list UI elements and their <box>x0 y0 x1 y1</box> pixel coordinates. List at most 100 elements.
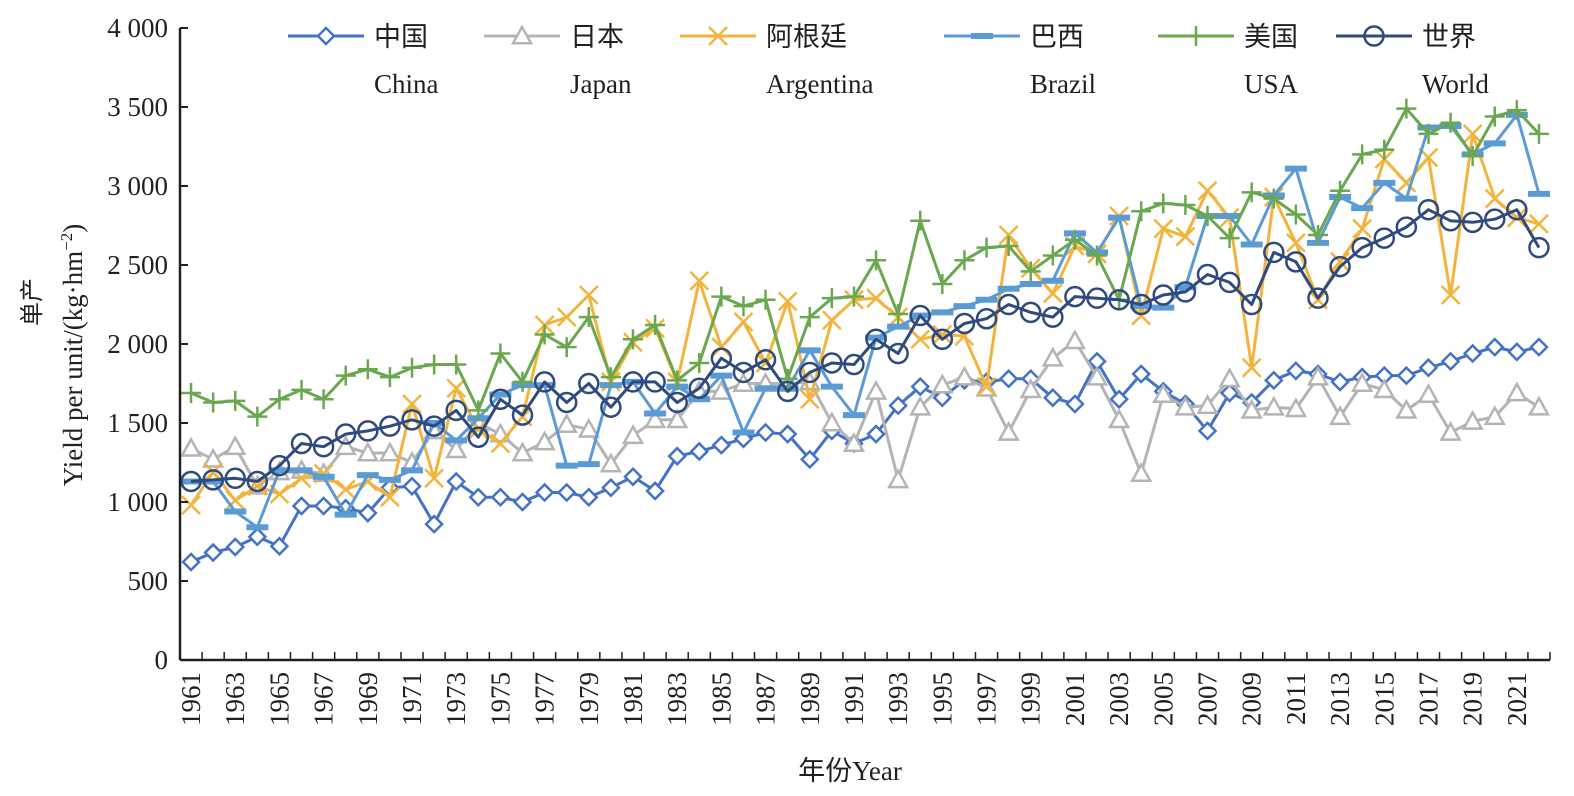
y-tick-label: 3 500 <box>107 92 168 122</box>
data-point-japan <box>997 420 1020 441</box>
data-point-japan <box>1085 365 1109 386</box>
data-point-usa <box>490 343 511 364</box>
data-point-japan <box>1328 405 1352 426</box>
data-point-world <box>246 470 269 493</box>
data-point-japan <box>1174 395 1197 416</box>
data-point-world <box>799 361 821 384</box>
data-point-argentina <box>689 270 710 291</box>
data-point-china <box>1529 337 1549 357</box>
data-point-argentina <box>821 310 842 331</box>
legend-label-en: World <box>1422 69 1489 99</box>
y-tick-label: 2 500 <box>107 250 168 280</box>
data-point-usa <box>291 379 312 400</box>
data-point-japan <box>909 395 932 416</box>
legend-marker-x-icon <box>708 26 728 46</box>
data-point-argentina <box>1484 188 1505 209</box>
series-japan <box>179 329 1551 495</box>
y-ticks: 0 500 1 000 1 500 2 000 2 500 3 000 3 500 4 000 <box>107 13 188 675</box>
data-point-usa <box>556 337 577 358</box>
data-point-argentina <box>490 433 511 454</box>
data-point-usa <box>1131 201 1152 222</box>
data-point-world <box>1461 211 1484 234</box>
data-point-world <box>1042 306 1064 328</box>
data-point-world <box>1373 227 1396 249</box>
data-point-japan <box>1041 346 1064 367</box>
data-point-china <box>799 449 820 470</box>
data-point-world <box>268 454 291 477</box>
data-point-argentina <box>976 376 997 397</box>
data-point-argentina <box>799 389 820 410</box>
data-point-world <box>953 312 976 335</box>
legend-label-cn: 巴西 <box>1030 22 1084 53</box>
data-point-china <box>247 526 268 547</box>
data-point-japan <box>224 435 247 456</box>
data-point-usa <box>954 250 975 271</box>
data-point-usa <box>932 273 953 294</box>
data-point-china <box>225 537 246 557</box>
data-point-usa <box>1528 123 1549 144</box>
data-point-japan <box>1063 329 1087 350</box>
data-point-world <box>1329 255 1351 278</box>
legend-label-en: China <box>374 69 439 99</box>
data-point-china <box>181 552 201 572</box>
data-point-japan <box>1019 378 1042 399</box>
legend-label-cn: 阿根廷 <box>766 22 847 53</box>
data-point-japan <box>202 447 225 468</box>
data-point-china <box>777 424 798 444</box>
data-point-argentina <box>910 329 931 350</box>
data-point-china <box>203 542 223 563</box>
data-point-china <box>1484 337 1505 357</box>
data-point-usa <box>247 406 268 427</box>
data-point-china <box>1396 365 1417 386</box>
data-point-argentina <box>1440 285 1461 305</box>
x-tick-label: 2003 <box>1104 672 1134 726</box>
series-world <box>180 198 1550 493</box>
data-point-world <box>865 328 887 351</box>
data-point-world <box>290 432 313 455</box>
data-point-japan <box>864 379 888 400</box>
data-point-argentina <box>1197 180 1218 201</box>
data-point-china <box>1109 389 1129 410</box>
data-point-world <box>1395 216 1418 238</box>
data-point-argentina <box>380 487 400 508</box>
data-point-argentina <box>777 291 798 312</box>
data-point-world <box>843 353 865 376</box>
data-point-world <box>202 469 224 491</box>
data-point-argentina <box>1131 305 1152 326</box>
data-point-world <box>666 391 688 414</box>
data-point-usa <box>1374 139 1395 160</box>
data-point-world <box>1484 208 1506 230</box>
data-point-china <box>932 387 953 408</box>
data-point-china <box>667 446 687 466</box>
data-point-usa <box>1064 229 1085 250</box>
data-point-world <box>1064 285 1086 308</box>
x-tick-label: 1971 <box>397 672 427 726</box>
data-point-world <box>357 420 379 442</box>
data-point-japan <box>1306 365 1330 386</box>
data-point-world <box>467 426 490 448</box>
data-point-china <box>446 471 466 492</box>
data-point-argentina <box>181 495 201 516</box>
data-point-world <box>1240 293 1263 316</box>
data-point-world <box>379 415 401 437</box>
y-tick-label: 1 500 <box>107 408 168 438</box>
x-tick-label: 1961 <box>176 672 206 726</box>
data-point-world <box>909 304 931 327</box>
data-point-japan <box>842 431 866 452</box>
x-tick-label: 1973 <box>441 672 471 726</box>
x-tick-label: 1975 <box>485 672 515 726</box>
data-point-japan <box>1152 382 1175 404</box>
x-tick-label: 2013 <box>1325 672 1355 726</box>
series-line-world <box>190 208 1541 483</box>
data-point-usa <box>1462 145 1483 166</box>
data-point-usa <box>357 359 378 380</box>
data-point-japan <box>1395 398 1418 419</box>
data-point-world <box>1307 287 1329 309</box>
data-point-japan <box>887 468 910 489</box>
data-point-argentina <box>556 307 577 328</box>
data-point-usa <box>821 288 842 309</box>
y-axis-title-en-close: ) <box>58 224 88 233</box>
data-point-world <box>710 347 733 369</box>
data-point-china <box>1197 421 1218 441</box>
data-point-world <box>180 470 202 493</box>
